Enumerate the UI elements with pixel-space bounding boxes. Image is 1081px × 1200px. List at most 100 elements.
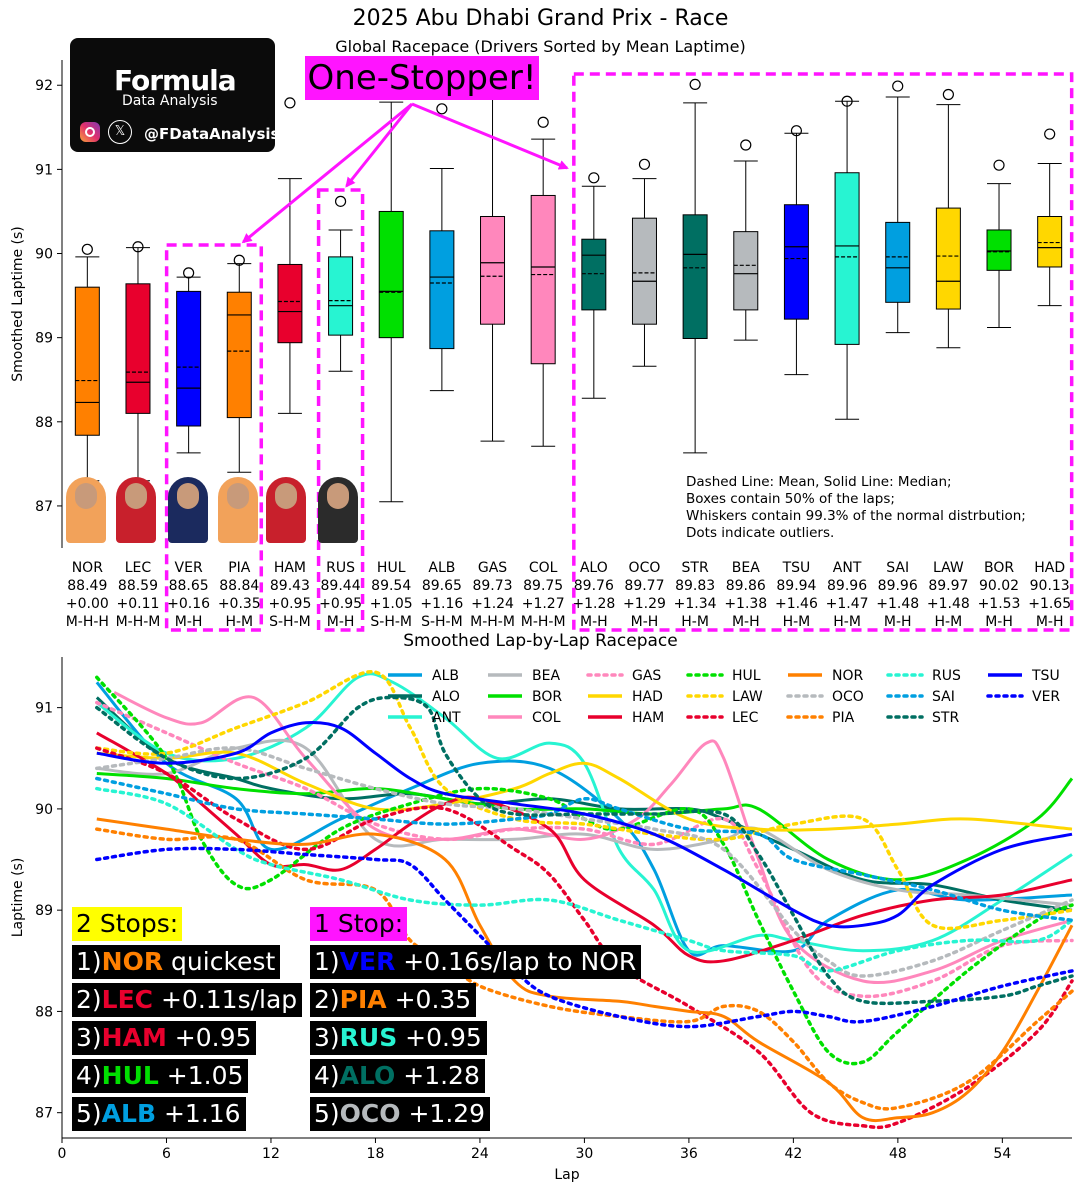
note-line: Whiskers contain 99.3% of the normal dis… bbox=[686, 508, 1026, 524]
legend-label: HUL bbox=[732, 668, 761, 684]
line-chart: 87 88 89 90 91 0 6 12 18 24 30 36 42 48 54 Lap Laptime (… bbox=[10, 657, 1074, 1183]
x-tick-label: 30 bbox=[575, 1146, 593, 1162]
rank-number: 1) bbox=[76, 947, 102, 976]
x-tick-label: 89.86 bbox=[726, 578, 766, 594]
one-stop-title: 1 Stop: bbox=[310, 907, 408, 941]
outlier-dot bbox=[284, 97, 296, 109]
x-tick-label: 48 bbox=[889, 1146, 907, 1162]
x-tick-label: S-H-M bbox=[421, 614, 463, 630]
x-tick-label: +1.53 bbox=[978, 596, 1021, 612]
x-icon: 𝕏 bbox=[108, 120, 132, 144]
one-stopper-callout: One-Stopper! bbox=[305, 56, 539, 100]
driver-portrait-ver bbox=[168, 477, 208, 543]
box-body bbox=[277, 263, 303, 344]
ranking-row: 3)RUS +0.95 bbox=[310, 1021, 487, 1055]
outlier-dot bbox=[233, 254, 245, 266]
y-tick-label: 89 bbox=[35, 903, 53, 919]
x-tick-label: OCO bbox=[629, 560, 661, 576]
rank-gap: +0.35 bbox=[386, 985, 472, 1014]
x-tick-label: BOR bbox=[984, 560, 1014, 576]
rank-driver-code: ALO bbox=[339, 1061, 396, 1090]
box-body bbox=[885, 221, 911, 303]
x-tick-label: +1.48 bbox=[927, 596, 970, 612]
rank-gap: +1.05 bbox=[158, 1061, 244, 1090]
note-line: Dots indicate outliers. bbox=[686, 525, 835, 541]
box-ant bbox=[834, 95, 860, 420]
box-oco bbox=[631, 158, 657, 367]
box-had bbox=[1037, 128, 1063, 307]
x-tick-label: H-M bbox=[833, 614, 861, 630]
x-tick-label: M-H bbox=[884, 614, 912, 630]
outlier-dot bbox=[436, 103, 448, 115]
box-ver bbox=[176, 267, 202, 454]
box-pia bbox=[226, 254, 252, 473]
y-tick-label: 89 bbox=[35, 331, 53, 347]
legend-entry-nor: NOR bbox=[788, 668, 863, 684]
y-tick-label: 91 bbox=[35, 701, 53, 717]
x-tick-label: +0.95 bbox=[319, 596, 362, 612]
rank-gap: +0.16s/lap to NOR bbox=[395, 947, 637, 976]
x-tick-label: 89.94 bbox=[776, 578, 816, 594]
legend-label: VER bbox=[1032, 689, 1060, 705]
outlier-dot bbox=[740, 139, 752, 151]
callout-arrow bbox=[411, 102, 569, 170]
box-body bbox=[226, 291, 252, 419]
x-tick-label: 0 bbox=[58, 1146, 67, 1162]
lower-chart-title: Smoothed Lap-by-Lap Racepace bbox=[403, 631, 678, 651]
x-tick-label: 12 bbox=[262, 1146, 280, 1162]
x-tick-label: M-H bbox=[631, 614, 659, 630]
x-tick-label: 89.73 bbox=[472, 578, 512, 594]
legend-label: PIA bbox=[832, 710, 855, 726]
x-tick-label: 90.02 bbox=[979, 578, 1019, 594]
box-bor bbox=[986, 159, 1012, 329]
box-body bbox=[125, 283, 151, 414]
x-tick-label: LAW bbox=[933, 560, 964, 576]
x-tick-label: 88.65 bbox=[169, 578, 209, 594]
x-tick-label: SAI bbox=[886, 560, 909, 576]
series-line-had bbox=[96, 750, 1073, 832]
x-tick-label: +1.28 bbox=[572, 596, 615, 612]
legend-entry-bea: BEA bbox=[488, 668, 560, 684]
x-tick-label: BEA bbox=[732, 560, 760, 576]
x-tick-label: M-H bbox=[327, 614, 355, 630]
series-line-oco bbox=[95, 746, 1074, 978]
x-tick-label: M-H-M bbox=[521, 614, 566, 630]
box-body bbox=[74, 286, 100, 436]
x-tick-label: M-H-M bbox=[470, 614, 515, 630]
rank-driver-code: ALB bbox=[101, 1099, 157, 1128]
x-tick-label: 89.77 bbox=[624, 578, 664, 594]
x-tick-label: STR bbox=[682, 560, 709, 576]
x-tick-label: COL bbox=[529, 560, 558, 576]
rank-gap: +1.28 bbox=[395, 1061, 480, 1090]
x-tick-label: M-H bbox=[580, 614, 608, 630]
box-bea bbox=[733, 139, 759, 341]
rank-number: 4) bbox=[76, 1061, 102, 1090]
legend-label: COL bbox=[532, 710, 561, 726]
x-tick-label: 89.75 bbox=[523, 578, 563, 594]
x-tick-label: 90.13 bbox=[1030, 578, 1070, 594]
x-tick-label: +0.95 bbox=[268, 596, 311, 612]
y-tick-label: 90 bbox=[35, 802, 53, 818]
x-axis-label: Lap bbox=[554, 1167, 579, 1183]
legend-label: BOR bbox=[532, 689, 562, 705]
note-line: Dashed Line: Mean, Solid Line: Median; bbox=[686, 474, 952, 490]
x-tick-label: 89.65 bbox=[422, 578, 462, 594]
x-tick-label: HUL bbox=[377, 560, 406, 576]
x-tick-label: 89.76 bbox=[574, 578, 614, 594]
x-tick-label: VER bbox=[175, 560, 203, 576]
rank-gap: +0.11s/lap bbox=[153, 985, 298, 1014]
callout-arrow bbox=[241, 102, 413, 244]
box-body bbox=[682, 214, 708, 339]
x-tick-label: M-H bbox=[175, 614, 203, 630]
legend-entry-ant: ANT bbox=[388, 710, 461, 726]
x-tick-label: 24 bbox=[471, 1146, 489, 1162]
outlier-dot bbox=[841, 95, 853, 107]
x-tick-label: 54 bbox=[993, 1146, 1011, 1162]
legend-label: ANT bbox=[432, 710, 461, 726]
box-tsu bbox=[783, 125, 809, 376]
legend-entry-rus: RUS bbox=[886, 668, 961, 684]
box-body bbox=[378, 210, 404, 339]
x-tick-label: 89.96 bbox=[878, 578, 918, 594]
box-lec bbox=[125, 241, 151, 482]
box-nor bbox=[74, 243, 100, 482]
